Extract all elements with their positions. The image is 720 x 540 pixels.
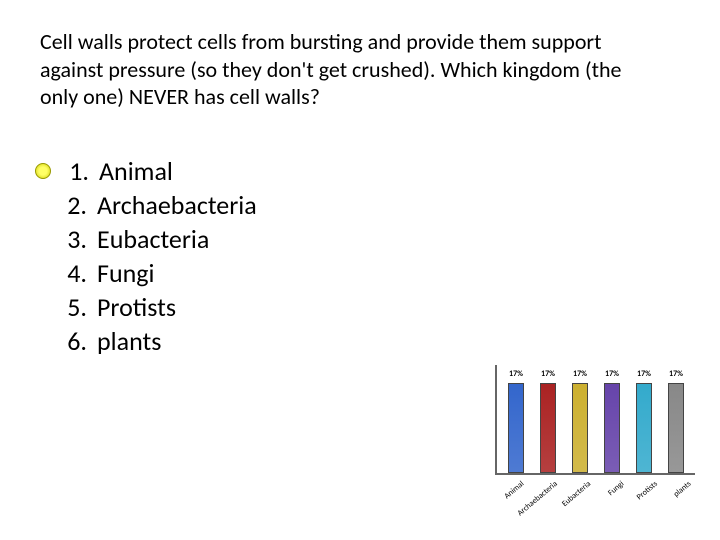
answer-label: Archaebacteria	[97, 189, 257, 221]
results-chart: 17%17%17%17%17%17% AnimalArchaebacteriaE…	[495, 365, 695, 520]
chart-value-label: 17%	[509, 369, 523, 379]
answer-label: Protists	[97, 291, 176, 323]
chart-x-label: plants	[671, 479, 693, 499]
marker-placeholder	[35, 266, 49, 280]
answer-number: 4.	[57, 257, 87, 289]
chart-x-label: Fungi	[606, 479, 626, 498]
chart-value-label: 17%	[573, 369, 587, 379]
answer-option[interactable]: 1. Animal	[35, 155, 257, 187]
answer-label: plants	[97, 325, 161, 357]
chart-value-label: 17%	[605, 369, 619, 379]
chart-bar-group: 17%	[504, 383, 528, 473]
marker-placeholder	[35, 198, 49, 212]
chart-x-label: Eubacteria	[560, 479, 593, 509]
chart-x-label: Protists	[634, 479, 659, 502]
answer-option[interactable]: 4. Fungi	[35, 257, 257, 289]
answer-number: 2.	[57, 189, 87, 221]
chart-bar-group: 17%	[600, 383, 624, 473]
chart-bar	[668, 383, 684, 473]
chart-value-label: 17%	[541, 369, 555, 379]
answer-list: 1. Animal 2. Archaebacteria 3. Eubacteri…	[35, 155, 257, 359]
answer-option[interactable]: 2. Archaebacteria	[35, 189, 257, 221]
chart-bar-group: 17%	[568, 383, 592, 473]
chart-bar-group: 17%	[664, 383, 688, 473]
chart-bar	[540, 383, 556, 473]
marker-placeholder	[35, 232, 49, 246]
chart-x-label: Animal	[502, 479, 526, 501]
answer-option[interactable]: 6. plants	[35, 325, 257, 357]
chart-bar-group: 17%	[632, 383, 656, 473]
answer-option[interactable]: 5. Protists	[35, 291, 257, 323]
chart-bar	[572, 383, 588, 473]
chart-bar	[604, 383, 620, 473]
answer-label: Animal	[99, 155, 173, 187]
chart-x-labels: AnimalArchaebacteriaEubacteriaFungiProti…	[495, 475, 695, 520]
marker-placeholder	[35, 300, 49, 314]
question-text: Cell walls protect cells from bursting a…	[40, 28, 660, 111]
answer-number: 1.	[59, 155, 89, 187]
chart-plot-area: 17% 17% 17% 17% 17% 17%	[495, 365, 695, 475]
answer-number: 5.	[57, 291, 87, 323]
chart-bar	[636, 383, 652, 473]
chart-value-label: 17%	[637, 369, 651, 379]
marker-placeholder	[35, 334, 49, 348]
chart-bar	[508, 383, 524, 473]
answer-option[interactable]: 3. Eubacteria	[35, 223, 257, 255]
answer-number: 6.	[57, 325, 87, 357]
correct-marker-icon	[35, 163, 51, 179]
chart-value-label: 17%	[669, 369, 683, 379]
chart-bar-group: 17%	[536, 383, 560, 473]
answer-number: 3.	[57, 223, 87, 255]
answer-label: Eubacteria	[97, 223, 209, 255]
answer-label: Fungi	[97, 257, 154, 289]
